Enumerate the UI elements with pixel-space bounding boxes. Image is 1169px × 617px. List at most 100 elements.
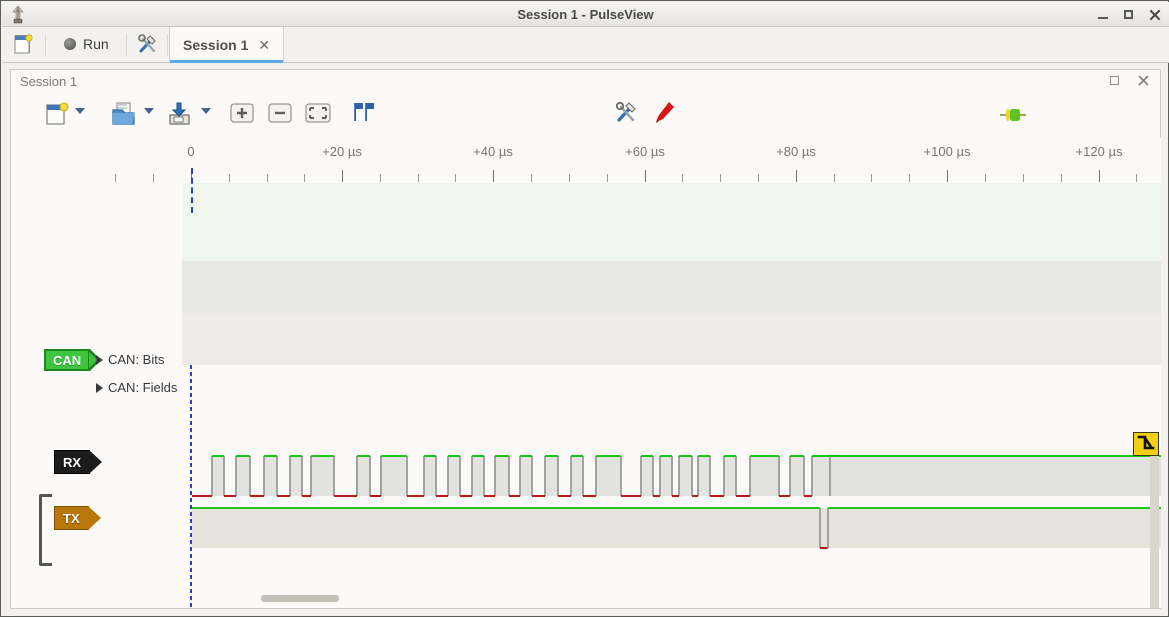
horizontal-scrollbar[interactable] xyxy=(261,595,339,602)
ruler-label: +40 µs xyxy=(473,144,513,159)
waveform-high-fill[interactable] xyxy=(724,456,736,496)
device-config-icon[interactable] xyxy=(612,99,640,133)
ruler-label: +20 µs xyxy=(322,144,362,159)
waveform-high-fill[interactable] xyxy=(679,456,692,496)
waveform-high-fill[interactable] xyxy=(212,456,224,496)
channel-badge-tx[interactable]: TX xyxy=(54,506,101,530)
waveform-high-fill[interactable] xyxy=(357,456,370,496)
time-ruler[interactable]: 0 +20 µs +40 µs +60 µs +80 µs +100 µs +120 µs xyxy=(12,138,1161,213)
decoder-row-background xyxy=(94,183,1161,261)
waveform-high-fill[interactable] xyxy=(290,456,302,496)
window-title: Session 1 - PulseView xyxy=(517,7,654,22)
open-file-icon[interactable] xyxy=(109,99,139,133)
close-button[interactable] xyxy=(1149,9,1161,21)
trace-canvas[interactable]: ID...DBDBDBDBDBDBCRC-15EOF xyxy=(12,183,1161,608)
zoom-fit-icon[interactable] xyxy=(303,99,333,133)
ruler-major-tick xyxy=(1099,170,1100,182)
waveform-high-fill[interactable] xyxy=(698,456,710,496)
panel-float-button[interactable] xyxy=(1108,74,1121,87)
ruler-minor-tick xyxy=(909,174,910,182)
rx-row-background xyxy=(94,261,1161,313)
decoder-row-label-fields: CAN: Fields xyxy=(108,380,178,395)
ruler-minor-tick xyxy=(115,174,116,182)
waveform-high-fill[interactable] xyxy=(424,456,436,496)
ruler-label: +100 µs xyxy=(923,144,971,159)
save-file-dropdown[interactable] xyxy=(201,108,211,142)
waveform-high-fill[interactable] xyxy=(381,456,407,496)
ruler-label: 0 xyxy=(187,144,195,159)
trigger-probe-icon[interactable] xyxy=(652,99,678,133)
tab-close-icon[interactable]: ✕ xyxy=(258,36,271,53)
new-session-button[interactable] xyxy=(12,33,34,55)
vertical-scrollbar[interactable] xyxy=(1150,438,1159,608)
ruler-minor-tick xyxy=(1061,174,1062,182)
decoder-badge-can[interactable]: CAN xyxy=(44,349,102,371)
panel-header: Session 1 xyxy=(11,70,1160,95)
show-cursors-icon[interactable] xyxy=(349,99,379,133)
tab-session-1[interactable]: Session 1 ✕ xyxy=(169,27,285,63)
ruler-minor-tick xyxy=(985,174,986,182)
window-controls xyxy=(1097,2,1161,27)
new-session-dropdown[interactable] xyxy=(75,108,85,142)
ruler-minor-tick xyxy=(304,174,305,182)
channel-badge-rx[interactable]: RX xyxy=(54,450,103,474)
ruler-major-tick xyxy=(645,170,646,182)
zoom-in-icon[interactable] xyxy=(228,99,256,133)
run-button[interactable]: Run xyxy=(54,31,119,57)
session-panel: Session 1 xyxy=(10,69,1161,609)
waveform-high-fill[interactable] xyxy=(495,456,509,496)
panel-title: Session 1 xyxy=(20,74,78,89)
waveform-high-fill[interactable] xyxy=(596,456,621,496)
tools-button[interactable] xyxy=(135,32,160,57)
cursor-marker[interactable] xyxy=(191,168,193,213)
waveform-high-fill[interactable] xyxy=(264,456,277,496)
tx-row-background xyxy=(94,313,1161,365)
title-bar: Session 1 - PulseView xyxy=(2,2,1169,27)
waveform-high-fill[interactable] xyxy=(520,456,532,496)
ruler-label: +60 µs xyxy=(625,144,665,159)
waveform-high-fill[interactable] xyxy=(311,456,334,496)
ruler-minor-tick xyxy=(531,174,532,182)
panel-close-button[interactable] xyxy=(1137,74,1150,87)
waveform-high-fill[interactable] xyxy=(830,456,1161,496)
main-toolbar: Saleae Logic 5 M samples xyxy=(11,95,1160,228)
tab-active-indicator xyxy=(170,60,284,63)
ruler-minor-tick xyxy=(607,174,608,182)
expander-can-bits[interactable] xyxy=(96,355,103,365)
run-status-icon xyxy=(64,38,76,50)
device-connected-icon xyxy=(999,104,1027,138)
app-logo-icon xyxy=(8,5,28,25)
waveform-high-fill[interactable] xyxy=(448,456,460,496)
waveform-high-fill[interactable] xyxy=(660,456,672,496)
waveform-high-fill[interactable] xyxy=(571,456,583,496)
ruler-major-tick xyxy=(796,170,797,182)
new-session-icon[interactable] xyxy=(41,99,71,133)
ruler-major-tick xyxy=(947,170,948,182)
save-file-icon[interactable] xyxy=(164,99,194,133)
tab-label: Session 1 xyxy=(183,37,249,53)
ruler-minor-tick xyxy=(418,174,419,182)
channel-group-bracket xyxy=(39,494,52,566)
waveform-high-fill[interactable] xyxy=(790,456,804,496)
expander-can-fields[interactable] xyxy=(96,383,103,393)
ruler-label: +120 µs xyxy=(1075,144,1123,159)
ruler-minor-tick xyxy=(758,174,759,182)
tx-high-fill[interactable] xyxy=(192,508,1161,548)
ruler-major-tick xyxy=(493,170,494,182)
maximize-button[interactable] xyxy=(1123,9,1135,21)
waveform-high-fill[interactable] xyxy=(545,456,558,496)
minimize-button[interactable] xyxy=(1097,9,1109,21)
waveform-high-fill[interactable] xyxy=(472,456,484,496)
ruler-minor-tick xyxy=(834,174,835,182)
waveform-high-fill[interactable] xyxy=(236,456,250,496)
ruler-minor-tick xyxy=(380,174,381,182)
ruler-minor-tick xyxy=(1136,174,1137,182)
ruler-minor-tick xyxy=(871,174,872,182)
zoom-out-icon[interactable] xyxy=(266,99,294,133)
ruler-major-tick xyxy=(342,170,343,182)
falling-edge-trigger-icon[interactable] xyxy=(1133,432,1159,456)
open-file-dropdown[interactable] xyxy=(144,108,154,142)
waveform-high-fill[interactable] xyxy=(750,456,779,496)
waveform-high-fill[interactable] xyxy=(641,456,653,496)
